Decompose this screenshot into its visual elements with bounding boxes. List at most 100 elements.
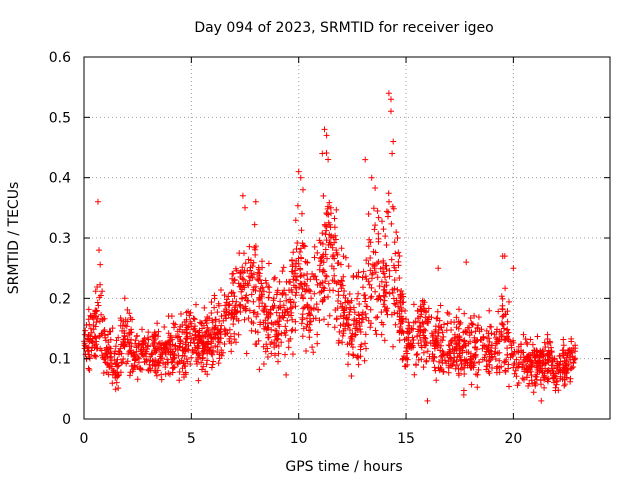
y-tick-label: 0.4 — [49, 171, 71, 187]
data-point — [242, 260, 249, 267]
data-point — [242, 307, 249, 314]
data-point — [155, 328, 162, 335]
data-point — [88, 329, 95, 336]
data-point — [374, 260, 381, 267]
data-point — [195, 377, 202, 384]
data-point — [327, 241, 334, 248]
data-point — [541, 339, 548, 346]
data-point — [98, 347, 105, 354]
data-point — [373, 314, 379, 321]
data-point — [362, 310, 369, 317]
data-point — [95, 198, 101, 205]
data-point — [327, 204, 334, 211]
data-point — [288, 286, 295, 293]
data-point — [466, 332, 473, 339]
data-point — [268, 350, 275, 357]
data-point — [303, 324, 310, 330]
data-point — [348, 333, 355, 340]
data-point — [538, 397, 545, 404]
data-point — [323, 237, 330, 244]
data-point — [456, 352, 463, 359]
data-point — [287, 335, 294, 342]
data-point — [275, 343, 282, 350]
grid-lines — [84, 57, 610, 419]
data-point — [93, 353, 99, 360]
data-point — [187, 330, 193, 337]
data-point — [346, 340, 353, 346]
data-point — [234, 308, 241, 314]
data-point — [339, 332, 346, 339]
y-tick-label: 0.2 — [49, 291, 71, 307]
data-point — [269, 303, 276, 310]
data-point — [154, 320, 161, 327]
data-point — [541, 374, 548, 381]
data-point — [362, 295, 369, 302]
data-point — [398, 328, 405, 334]
data-point — [346, 311, 353, 318]
data-point — [293, 246, 300, 252]
data-point — [85, 333, 92, 340]
data-point — [146, 361, 153, 368]
data-point — [249, 274, 256, 281]
data-point — [370, 205, 377, 212]
data-point — [178, 357, 185, 364]
data-point — [510, 265, 517, 272]
data-point — [191, 316, 198, 323]
data-point — [248, 291, 255, 298]
data-point — [481, 342, 488, 349]
data-point — [375, 230, 382, 237]
data-point — [521, 368, 528, 375]
data-point — [231, 330, 238, 337]
data-point — [504, 345, 511, 352]
data-point — [357, 329, 364, 335]
data-point — [114, 356, 121, 363]
data-point — [453, 343, 460, 350]
data-point — [474, 384, 481, 391]
data-point — [225, 293, 232, 300]
data-point — [294, 273, 300, 280]
data-point — [309, 344, 316, 351]
data-point — [244, 297, 250, 304]
data-point — [557, 373, 564, 380]
data-point — [101, 332, 108, 339]
data-point — [259, 284, 266, 291]
data-point — [341, 309, 348, 316]
data-point — [112, 374, 119, 381]
data-point — [542, 360, 549, 367]
data-point — [223, 309, 230, 316]
data-point — [226, 301, 233, 307]
data-point — [438, 366, 445, 373]
y-tick-label: 0 — [62, 412, 71, 428]
data-point — [249, 263, 256, 270]
data-point — [121, 342, 128, 349]
data-point — [424, 397, 431, 404]
data-point — [528, 372, 535, 379]
data-point — [274, 318, 281, 325]
data-point — [451, 354, 458, 361]
data-point — [418, 311, 425, 318]
data-point — [215, 335, 222, 342]
data-point — [467, 364, 474, 371]
data-point — [398, 306, 405, 312]
data-point — [300, 272, 307, 279]
data-point — [252, 328, 259, 335]
data-point — [241, 316, 248, 323]
data-point — [226, 326, 233, 333]
data-point — [273, 327, 280, 334]
data-point — [406, 322, 413, 329]
data-point — [144, 342, 151, 349]
data-point — [359, 316, 366, 323]
data-point — [251, 284, 257, 291]
data-point — [326, 199, 333, 206]
data-point — [389, 150, 396, 157]
data-point — [238, 288, 245, 295]
data-point — [495, 308, 502, 315]
data-point — [182, 341, 189, 348]
data-point — [502, 285, 509, 292]
data-point — [216, 302, 222, 309]
data-point — [321, 268, 328, 275]
data-point — [292, 327, 299, 334]
data-point — [379, 218, 385, 225]
data-point — [92, 288, 99, 295]
data-point — [325, 156, 332, 163]
